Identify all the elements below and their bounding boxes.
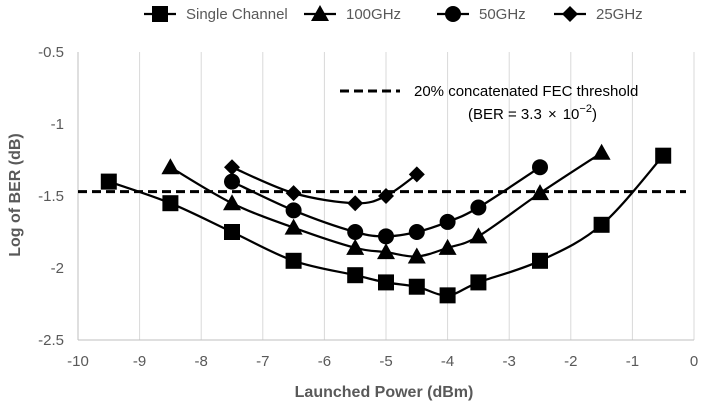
- data-point-50ghz: [224, 173, 240, 190]
- data-point-single-channel: [655, 147, 672, 164]
- data-point-100ghz: [161, 158, 180, 175]
- x-tick-label: -6: [318, 353, 331, 370]
- threshold-sublabel-base: 10: [563, 106, 580, 123]
- legend-marker-100ghz: [311, 5, 329, 21]
- y-tick-label: -2.5: [38, 332, 64, 349]
- data-point-single-channel: [470, 274, 487, 291]
- data-point-single-channel: [593, 216, 610, 233]
- data-point-single-channel: [408, 278, 425, 295]
- data-point-25ghz: [224, 159, 240, 176]
- data-point-single-channel: [285, 252, 302, 269]
- x-tick-label: -8: [195, 353, 208, 370]
- y-tick-label: -1: [51, 116, 64, 133]
- threshold-sublabel-prefix: (BER = 3.3: [468, 106, 546, 123]
- y-tick-label: -1.5: [38, 188, 64, 205]
- data-point-25ghz: [347, 195, 364, 212]
- series: [100, 143, 672, 304]
- data-point-single-channel: [439, 287, 456, 304]
- series-line-100ghz: [169, 151, 603, 258]
- threshold-sublabel-suffix: ): [592, 106, 597, 123]
- data-point-100ghz: [469, 227, 488, 244]
- data-point-50ghz: [285, 202, 302, 219]
- threshold-sublabel: (BER = 3.3 × 10−2): [468, 103, 597, 123]
- data-point-50ghz: [378, 228, 394, 245]
- x-tick-label: -9: [133, 353, 146, 370]
- data-point-50ghz: [347, 224, 364, 240]
- legend-label-100ghz: 100GHz: [346, 6, 401, 23]
- data-point-25ghz: [285, 185, 302, 202]
- data-point-100ghz: [592, 143, 611, 160]
- data-point-single-channel: [162, 195, 179, 212]
- data-point-100ghz: [407, 247, 426, 264]
- data-point-100ghz: [346, 238, 365, 255]
- x-tick-label: -2: [564, 353, 577, 370]
- data-point-25ghz: [378, 188, 394, 204]
- legend-label-single-channel: Single Channel: [186, 6, 288, 23]
- x-axis-title: Launched Power (dBm): [295, 384, 474, 401]
- data-point-single-channel: [100, 173, 117, 190]
- data-point-single-channel: [224, 224, 240, 240]
- legend-label-25ghz: 25GHz: [596, 6, 643, 23]
- threshold: 20% concatenated FEC threshold (BER = 3.3…: [78, 83, 686, 194]
- legend-label-50ghz: 50GHz: [479, 6, 526, 23]
- data-point-50ghz: [532, 159, 548, 176]
- legend: Single Channel 100GHz 50GHz 25GHz: [144, 5, 643, 23]
- threshold-sublabel-times: ×: [548, 106, 557, 123]
- x-tick-label: -1: [626, 353, 639, 370]
- axes: -10 -9 -8 -7 -6 -5 -4 -3 -2 -1 0-0.5-1-1.5-2-2.5: [38, 44, 698, 370]
- data-point-100ghz: [223, 194, 241, 211]
- x-tick-label: -7: [256, 353, 269, 370]
- y-tick-label: -0.5: [38, 44, 64, 61]
- legend-marker-25ghz: [562, 6, 578, 22]
- data-point-50ghz: [470, 199, 487, 216]
- axis-labels: Launched Power (dBm) Log of BER (dB): [7, 133, 473, 401]
- legend-marker-50ghz: [445, 6, 461, 22]
- data-point-25ghz: [408, 166, 425, 183]
- x-tick-label: -4: [441, 353, 454, 370]
- x-tick-label: -3: [503, 353, 516, 370]
- x-tick-label: -5: [379, 353, 392, 370]
- data-point-100ghz: [531, 184, 549, 201]
- x-tick-label: -10: [67, 353, 89, 370]
- data-point-100ghz: [377, 243, 395, 260]
- legend-marker-single-channel: [152, 6, 168, 22]
- threshold-sublabel-exp: −2: [579, 103, 592, 115]
- data-point-100ghz: [284, 218, 303, 235]
- data-point-single-channel: [378, 274, 394, 291]
- data-point-50ghz: [408, 224, 425, 240]
- series-line-single-channel: [108, 154, 665, 297]
- x-tick-label: 0: [690, 353, 698, 370]
- y-axis-title: Log of BER (dB): [7, 133, 24, 257]
- data-point-single-channel: [532, 252, 548, 269]
- y-tick-label: -2: [51, 260, 64, 277]
- data-point-100ghz: [438, 238, 457, 255]
- threshold-label: 20% concatenated FEC threshold: [414, 83, 638, 100]
- data-point-single-channel: [347, 267, 364, 284]
- data-point-50ghz: [439, 213, 456, 230]
